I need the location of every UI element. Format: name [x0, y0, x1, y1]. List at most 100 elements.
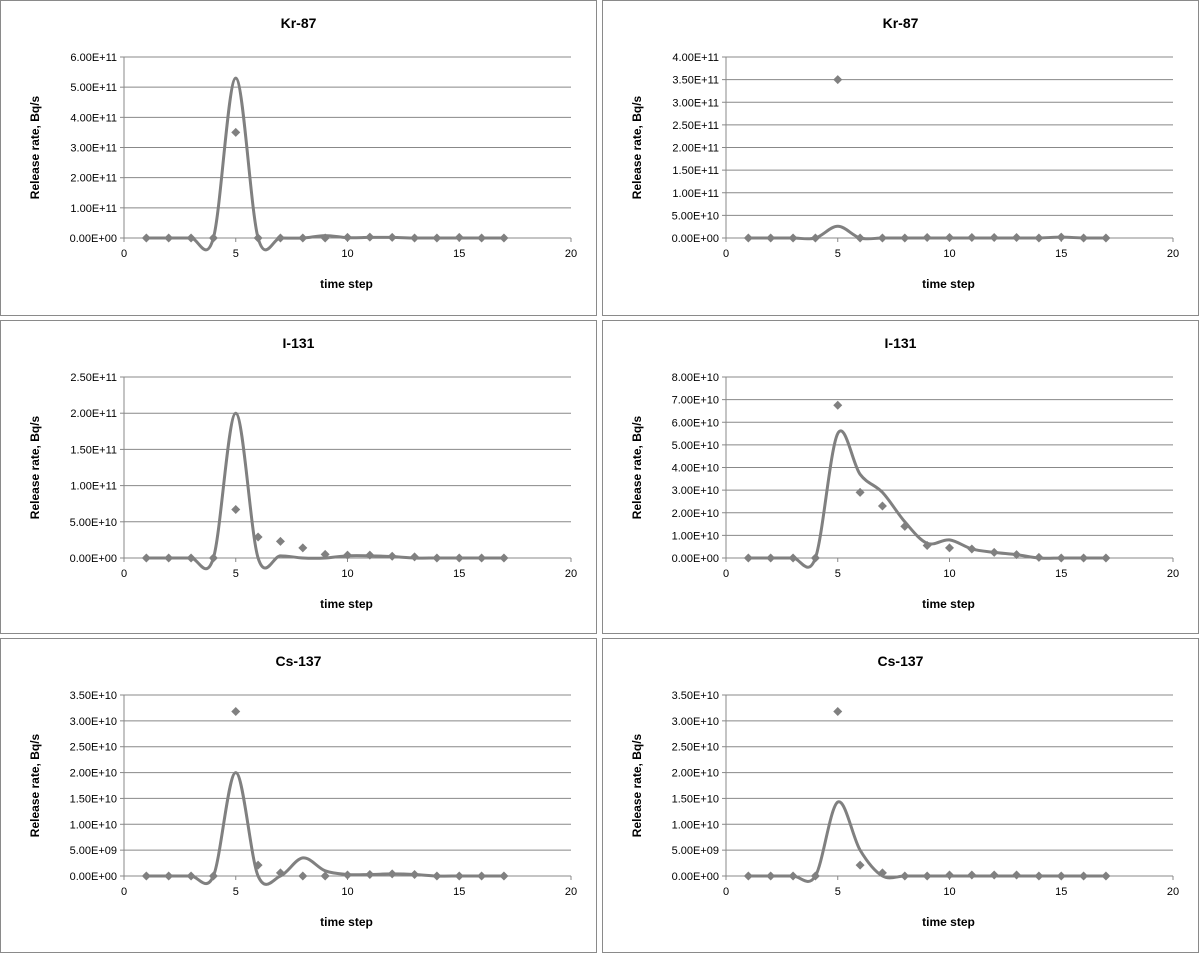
y-tick-label: 2.00E+10 — [672, 768, 719, 780]
data-point — [477, 553, 487, 563]
data-point — [989, 547, 999, 557]
y-tick-label: 2.00E+10 — [672, 508, 719, 520]
data-point — [343, 550, 352, 560]
data-point — [855, 487, 865, 497]
data-point — [900, 871, 910, 881]
x-tick-label: 0 — [121, 568, 127, 580]
x-tick-label: 0 — [723, 248, 729, 260]
data-point — [833, 707, 843, 717]
data-point — [945, 543, 954, 553]
data-point — [186, 553, 196, 563]
series-line — [146, 411, 504, 571]
y-tick-label: 2.50E+10 — [70, 742, 117, 754]
data-point — [1056, 871, 1066, 881]
chart-panel: Cs-137 0.00E+00 5.00E+09 1.00E+10 1.50E+10 2.… — [602, 638, 1199, 953]
data-point — [922, 871, 932, 881]
y-tick-label: 1.00E+10 — [672, 819, 719, 831]
chart-title: Cs-137 — [878, 653, 924, 669]
data-point — [1101, 871, 1111, 881]
data-point — [432, 871, 442, 881]
y-axis-label: Release rate, Bq/s — [630, 95, 644, 199]
data-point — [343, 232, 352, 242]
y-tick-label: 4.00E+11 — [672, 52, 719, 64]
y-tick-label: 1.50E+10 — [672, 793, 719, 805]
chart-panel: Cs-137 0.00E+00 5.00E+09 1.00E+10 1.50E+10 2.… — [0, 638, 597, 953]
data-point — [164, 553, 174, 563]
y-tick-label: 3.00E+10 — [70, 716, 117, 728]
x-tick-label: 0 — [723, 886, 729, 898]
x-tick-label: 20 — [1167, 886, 1179, 898]
data-point — [1034, 552, 1044, 562]
chart-svg: Kr-87 0.00E+00 5.00E+10 1.00E+11 1.50E+11 2.0… — [630, 15, 1179, 291]
data-point — [1034, 233, 1044, 243]
y-tick-label: 4.00E+11 — [70, 112, 117, 124]
chart-panel: I-131 0.00E+00 5.00E+10 1.00E+11 1.50E+11 2.0… — [0, 320, 597, 634]
data-point — [343, 870, 352, 880]
chart-panel: I-131 0.00E+00 1.00E+10 2.00E+10 3.00E+10 4.0… — [602, 320, 1199, 634]
data-point — [320, 549, 330, 559]
y-tick-label: 7.00E+10 — [672, 395, 719, 407]
data-point — [1101, 233, 1111, 243]
y-tick-label: 6.00E+10 — [672, 417, 719, 429]
data-point — [766, 553, 776, 563]
x-tick-label: 20 — [565, 886, 577, 898]
x-tick-label: 10 — [341, 568, 353, 580]
data-point — [743, 233, 753, 243]
x-tick-label: 20 — [1167, 568, 1179, 580]
x-axis-label: time step — [320, 915, 373, 929]
chart-title: Kr-87 — [883, 15, 919, 31]
x-tick-label: 10 — [341, 248, 353, 260]
data-point — [833, 400, 843, 410]
y-tick-label: 2.00E+10 — [70, 768, 117, 780]
x-tick-label: 0 — [121, 248, 127, 260]
data-point — [1079, 233, 1089, 243]
chart-svg: Cs-137 0.00E+00 5.00E+09 1.00E+10 1.50E+10 2.… — [630, 653, 1179, 929]
data-point — [1012, 870, 1022, 880]
data-point — [989, 870, 999, 880]
x-tick-label: 15 — [1055, 248, 1067, 260]
data-point — [855, 233, 865, 243]
data-point — [1056, 553, 1066, 563]
y-tick-label: 8.00E+10 — [672, 372, 719, 384]
y-tick-label: 2.00E+11 — [70, 173, 117, 185]
x-tick-label: 10 — [341, 886, 353, 898]
data-point — [164, 233, 174, 243]
y-tick-label: 2.50E+10 — [672, 742, 719, 754]
y-tick-label: 5.00E+10 — [672, 440, 719, 452]
series-line — [748, 429, 1106, 569]
x-tick-label: 10 — [943, 568, 955, 580]
data-point — [432, 553, 442, 563]
y-axis-label: Release rate, Bq/s — [630, 733, 644, 837]
data-point — [945, 233, 954, 243]
data-point — [922, 541, 932, 551]
y-tick-label: 3.50E+10 — [672, 690, 719, 702]
data-point — [275, 536, 285, 546]
x-tick-label: 15 — [1055, 886, 1067, 898]
series-line — [146, 76, 504, 252]
y-tick-label: 1.00E+10 — [70, 819, 117, 831]
x-tick-label: 5 — [233, 886, 239, 898]
data-point — [432, 233, 442, 243]
x-tick-label: 5 — [835, 248, 841, 260]
chart-title: I-131 — [283, 335, 315, 351]
chart-svg: I-131 0.00E+00 5.00E+10 1.00E+11 1.50E+11 2.0… — [28, 335, 577, 611]
y-tick-label: 5.00E+10 — [70, 517, 117, 529]
x-tick-label: 10 — [943, 886, 955, 898]
data-point — [1056, 232, 1066, 242]
data-point — [788, 233, 798, 243]
x-axis-label: time step — [922, 915, 975, 929]
data-point — [208, 553, 218, 563]
y-tick-label: 3.00E+10 — [672, 485, 719, 497]
data-point — [810, 553, 820, 563]
y-tick-label: 0.00E+00 — [70, 233, 117, 245]
data-point — [141, 233, 151, 243]
data-point — [387, 232, 397, 242]
y-tick-label: 4.00E+10 — [672, 463, 719, 475]
y-tick-label: 5.00E+11 — [70, 82, 117, 94]
y-tick-label: 5.00E+09 — [672, 845, 719, 857]
y-tick-label: 3.50E+10 — [70, 690, 117, 702]
data-point — [967, 233, 977, 243]
data-point — [231, 707, 241, 717]
x-axis-label: time step — [922, 597, 975, 611]
data-point — [833, 75, 843, 85]
